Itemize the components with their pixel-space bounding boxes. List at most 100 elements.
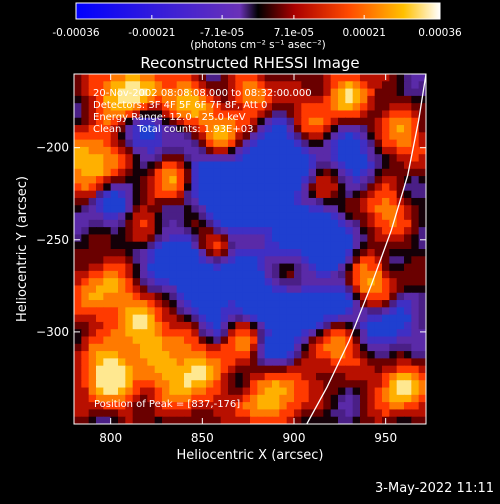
heatmap-cell — [96, 300, 104, 308]
heatmap-cell — [389, 241, 398, 250]
heatmap-cell — [294, 358, 302, 367]
heatmap-cell — [404, 234, 412, 243]
heatmap-cell — [140, 270, 148, 279]
heatmap-cell — [118, 146, 126, 155]
heatmap-cell — [294, 278, 302, 287]
heatmap-cell — [264, 336, 273, 345]
heatmap-cell — [272, 95, 280, 104]
heatmap-cell — [272, 227, 280, 236]
heatmap-cell — [360, 146, 368, 155]
heatmap-cell — [316, 416, 324, 424]
heatmap-cell — [264, 161, 273, 170]
heatmap-cell — [242, 88, 251, 97]
heatmap-cell — [118, 270, 126, 279]
heatmap-cell — [404, 278, 412, 287]
heatmap-cell — [396, 394, 405, 403]
heatmap-cell — [110, 168, 119, 177]
heatmap-cell — [301, 74, 310, 82]
heatmap-cell — [316, 146, 324, 155]
heatmap-cell — [235, 336, 244, 345]
heatmap-cell — [382, 285, 390, 294]
heatmap-cell — [389, 139, 398, 148]
heatmap-cell — [154, 270, 163, 279]
heatmap-cell — [272, 329, 280, 338]
heatmap-cell — [382, 358, 390, 367]
heatmap-cell — [308, 219, 317, 228]
heatmap-cell — [367, 183, 376, 192]
heatmap-cell — [345, 154, 354, 163]
heatmap-cell — [118, 161, 126, 170]
heatmap-cell — [338, 292, 346, 301]
heatmap-cell — [404, 205, 412, 214]
heatmap-cell — [110, 394, 119, 403]
heatmap-cell — [330, 74, 339, 82]
heatmap-cell — [352, 343, 361, 352]
heatmap-cell — [286, 329, 295, 338]
heatmap-cell — [352, 351, 361, 359]
heatmap-cell — [125, 110, 134, 119]
heatmap-cell — [74, 95, 82, 104]
heatmap-cell — [110, 285, 119, 294]
heatmap-cell — [323, 300, 332, 308]
heatmap-cell — [110, 197, 119, 206]
heatmap-cell — [213, 351, 222, 359]
heatmap-cell — [118, 197, 126, 206]
heatmap-cell — [191, 292, 200, 301]
heatmap-cell — [96, 416, 104, 424]
heatmap-cell — [404, 88, 412, 97]
heatmap-cell — [242, 190, 251, 199]
heatmap-cell — [272, 270, 280, 279]
heatmap-cell — [330, 234, 339, 243]
heatmap-cell — [352, 88, 361, 97]
heatmap-cell — [242, 81, 251, 90]
heatmap-cell — [191, 125, 200, 133]
heatmap-cell — [279, 329, 288, 338]
heatmap-cell — [250, 227, 258, 236]
heatmap-cell — [418, 110, 426, 119]
heatmap-cell — [250, 125, 258, 133]
heatmap-cell — [88, 409, 97, 418]
heatmap-cell — [360, 154, 368, 163]
x-axis-label: Heliocentric X (arcsec) — [177, 448, 324, 463]
heatmap-cell — [286, 103, 295, 112]
heatmap-cell — [140, 154, 148, 163]
heatmap-cell — [184, 380, 192, 389]
heatmap-cell — [396, 95, 405, 104]
heatmap-cell — [184, 285, 192, 294]
heatmap-cell — [345, 263, 354, 272]
heatmap-cell — [81, 234, 90, 243]
heatmap-cell — [162, 125, 170, 133]
plot-frame — [73, 73, 427, 425]
heatmap-cell — [396, 205, 405, 214]
heatmap-cell — [308, 351, 317, 359]
heatmap-cell — [396, 314, 405, 323]
heatmap-cell — [308, 278, 317, 287]
heatmap-cell — [132, 351, 141, 359]
heatmap-cell — [88, 81, 97, 90]
heatmap-cell — [257, 402, 266, 411]
heatmap-cell — [162, 409, 170, 418]
heatmap-cell — [352, 132, 361, 141]
heatmap-cell — [169, 285, 178, 294]
heatmap-cell — [184, 321, 192, 330]
heatmap-cell — [308, 154, 317, 163]
heatmap-cell — [125, 321, 134, 330]
heatmap-cell — [125, 387, 134, 396]
heatmap-cell — [389, 402, 398, 411]
heatmap-cell — [367, 416, 376, 424]
heatmap-cell — [301, 205, 310, 214]
heatmap-cell — [220, 416, 229, 424]
heatmap-cell — [367, 139, 376, 148]
heatmap-cell — [382, 110, 390, 119]
heatmap-cell — [169, 212, 178, 221]
heatmap-cell — [264, 190, 273, 199]
heatmap-cell — [279, 416, 288, 424]
heatmap-cell — [374, 249, 383, 257]
heatmap-cell — [198, 372, 207, 381]
heatmap-cell — [257, 241, 266, 250]
heatmap-cell — [228, 321, 236, 330]
colorbar-unit-label: (photons cm⁻² s⁻¹ asec⁻²) — [190, 39, 325, 51]
heatmap-cell — [206, 351, 214, 359]
heatmap-cell — [147, 81, 156, 90]
heatmap-cell — [374, 336, 383, 345]
